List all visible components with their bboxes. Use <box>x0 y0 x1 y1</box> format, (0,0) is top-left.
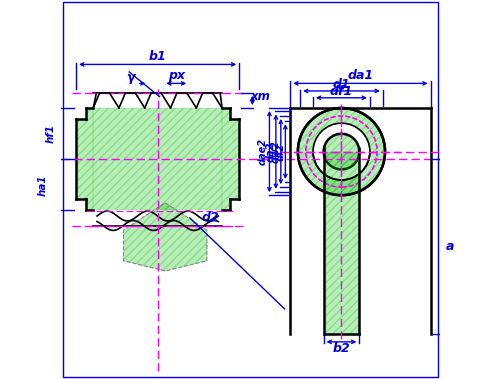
Text: df2: df2 <box>276 143 286 161</box>
Polygon shape <box>222 108 239 210</box>
Text: hf1: hf1 <box>46 124 56 143</box>
Text: a: a <box>446 240 454 253</box>
Text: dw2: dw2 <box>271 140 281 163</box>
Text: df1: df1 <box>330 85 353 98</box>
Text: γ: γ <box>126 71 135 84</box>
Text: d2: d2 <box>202 211 219 224</box>
Text: b1: b1 <box>149 50 166 63</box>
Text: px: px <box>168 69 185 81</box>
Circle shape <box>298 108 385 195</box>
Text: dae2: dae2 <box>258 138 268 165</box>
Text: da2: da2 <box>265 141 275 162</box>
Text: b2: b2 <box>333 342 350 355</box>
Text: ha1: ha1 <box>38 174 48 196</box>
Circle shape <box>324 134 359 169</box>
Polygon shape <box>324 152 359 334</box>
Circle shape <box>313 123 370 180</box>
Polygon shape <box>93 108 222 210</box>
Text: d1: d1 <box>333 78 350 91</box>
Polygon shape <box>124 203 207 271</box>
Polygon shape <box>76 108 93 210</box>
Text: xm: xm <box>251 90 271 103</box>
Text: da1: da1 <box>347 69 373 81</box>
